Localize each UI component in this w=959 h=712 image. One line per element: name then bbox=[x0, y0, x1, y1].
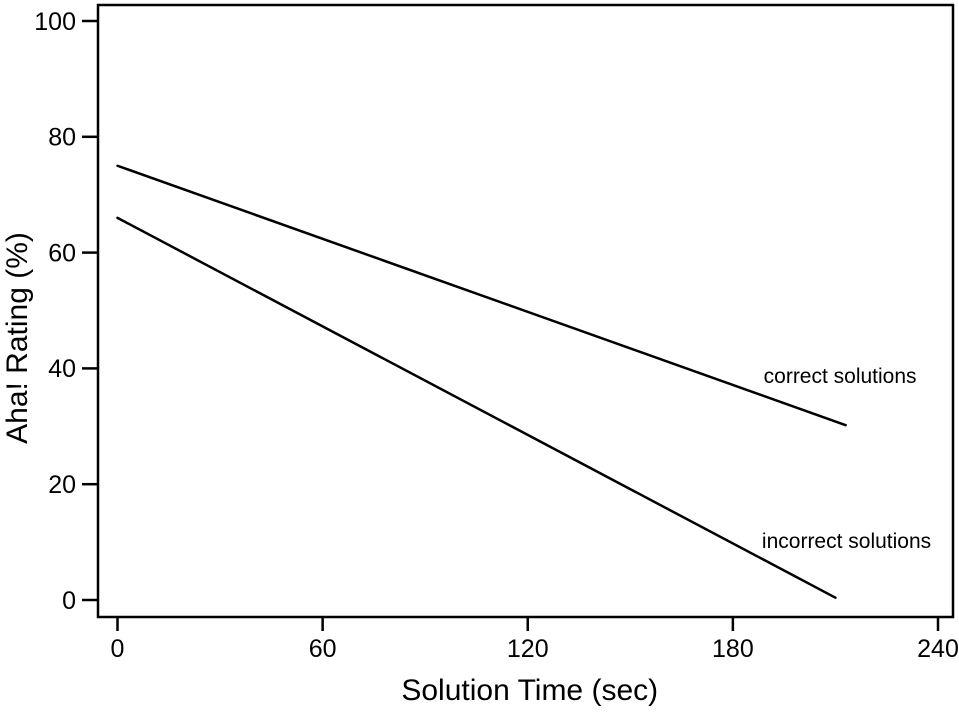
y-tick-label: 0 bbox=[62, 587, 76, 615]
y-tick-label: 100 bbox=[34, 8, 76, 36]
x-tick-label: 240 bbox=[917, 635, 959, 663]
y-tick-label: 80 bbox=[48, 124, 76, 152]
series-label-incorrect-solutions: incorrect solutions bbox=[762, 530, 931, 553]
plot-frame bbox=[96, 3, 955, 619]
y-tick-label: 40 bbox=[48, 355, 76, 383]
series-line-incorrect-solutions bbox=[116, 216, 837, 599]
x-tick-label: 0 bbox=[111, 635, 125, 663]
y-tick-label: 20 bbox=[48, 471, 76, 499]
x-axis-title: Solution Time (sec) bbox=[401, 674, 658, 707]
series-label-correct-solutions: correct solutions bbox=[764, 365, 917, 388]
x-tick-label: 60 bbox=[309, 635, 337, 663]
y-tick-label: 60 bbox=[48, 239, 76, 267]
x-tick-label: 180 bbox=[712, 635, 754, 663]
y-axis-title: Aha! Rating (%) bbox=[1, 232, 34, 444]
x-tick-label: 120 bbox=[507, 635, 549, 663]
series-line-correct-solutions bbox=[116, 164, 847, 427]
